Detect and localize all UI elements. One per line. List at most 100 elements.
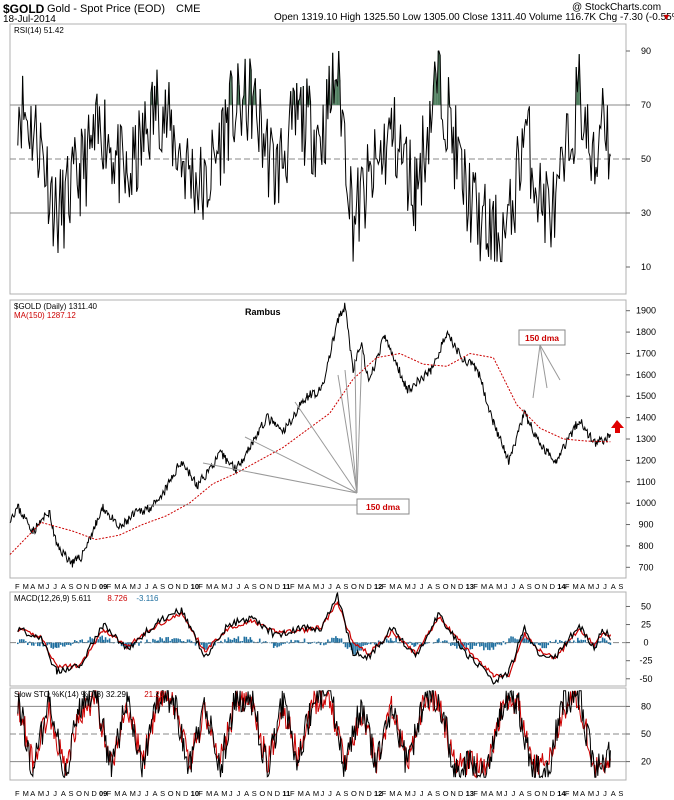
x-tick-label: F xyxy=(198,582,203,591)
x-tick-label: 11 xyxy=(282,789,290,798)
x-tick-label: A xyxy=(152,789,157,798)
x-tick-label: F xyxy=(382,789,387,798)
macd-tick-label: -25 xyxy=(639,656,652,666)
x-tick-label: J xyxy=(595,789,599,798)
x-tick-label: A xyxy=(305,789,310,798)
price-legend: MA(150) 1287.12 xyxy=(14,311,76,320)
x-tick-label: M xyxy=(496,582,502,591)
rsi-line xyxy=(17,50,611,263)
x-tick-label: D xyxy=(275,582,281,591)
x-tick-label: F xyxy=(473,582,478,591)
x-tick-label: N xyxy=(267,789,272,798)
macd-tick-label: 25 xyxy=(641,620,651,630)
x-tick-label: S xyxy=(435,582,440,591)
x-tick-label: J xyxy=(328,789,332,798)
x-tick-label: A xyxy=(244,789,249,798)
x-tick-label: A xyxy=(427,582,432,591)
x-tick-label: S xyxy=(160,789,165,798)
x-tick-label: M xyxy=(588,789,594,798)
x-tick-label: J xyxy=(511,789,515,798)
x-tick-label: F xyxy=(565,582,570,591)
x-tick-label: N xyxy=(84,789,89,798)
x-tick-label: D xyxy=(366,789,372,798)
rambus-annotation: Rambus xyxy=(245,307,281,317)
x-tick-label: M xyxy=(588,582,594,591)
price-tick-label: 900 xyxy=(638,520,653,530)
copyright: @ StockCharts.com xyxy=(572,2,662,13)
x-tick-label: M xyxy=(389,582,395,591)
x-tick-label: S xyxy=(68,582,73,591)
x-tick-label: A xyxy=(122,582,127,591)
x-tick-label: O xyxy=(76,789,82,798)
x-tick-label: F xyxy=(107,582,112,591)
price-tick-label: 1200 xyxy=(636,455,656,465)
dma-fan-line xyxy=(244,436,358,494)
x-tick-label: J xyxy=(603,582,607,591)
price-tick-label: 1500 xyxy=(636,391,656,401)
x-tick-label: N xyxy=(450,789,455,798)
x-tick-label: A xyxy=(214,582,219,591)
x-tick-label: D xyxy=(183,582,189,591)
macd-legend: 8.726 xyxy=(107,594,128,603)
x-tick-label: D xyxy=(458,789,464,798)
price-tick-label: 700 xyxy=(638,562,653,572)
x-tick-label: J xyxy=(53,789,57,798)
sto-legend: Slow STO %K(14) %D(3) 32.29 xyxy=(14,690,126,699)
x-tick-label: A xyxy=(611,582,616,591)
x-tick-label: S xyxy=(252,582,257,591)
x-tick-label: A xyxy=(489,582,494,591)
x-tick-label: 12 xyxy=(374,582,382,591)
x-tick-label: O xyxy=(168,789,174,798)
x-tick-label: M xyxy=(23,582,29,591)
x-tick-label: A xyxy=(152,582,157,591)
rsi-legend: RSI(14) 51.42 xyxy=(14,26,64,35)
date: 18-Jul-2014 xyxy=(3,14,56,25)
x-tick-label: 11 xyxy=(282,582,290,591)
rsi-tick-label: 90 xyxy=(641,46,651,56)
x-tick-label: O xyxy=(534,582,540,591)
rsi-tick-label: 50 xyxy=(641,154,651,164)
x-tick-label: A xyxy=(519,582,524,591)
dma-fan-line-upper xyxy=(539,344,548,389)
x-tick-label: J xyxy=(420,582,424,591)
x-tick-label: F xyxy=(198,789,203,798)
chart-header: $GOLD Gold - Spot Price (EOD) CME 18-Jul… xyxy=(0,0,674,25)
x-tick-label: D xyxy=(91,789,97,798)
sto-tick-label: 80 xyxy=(641,701,651,711)
price-tick-label: 1100 xyxy=(636,477,655,487)
macd-legend: -3.116 xyxy=(136,594,159,603)
x-tick-label: S xyxy=(68,789,73,798)
price-tick-label: 1600 xyxy=(636,370,656,380)
up-arrow-icon xyxy=(611,420,624,433)
x-tick-label: A xyxy=(244,582,249,591)
x-tick-label: N xyxy=(359,789,364,798)
x-tick-label: J xyxy=(603,789,607,798)
x-tick-label: M xyxy=(405,582,411,591)
x-tick-label: S xyxy=(618,789,623,798)
x-tick-label: M xyxy=(389,789,395,798)
x-tick-label: M xyxy=(573,582,579,591)
stochastic-panel: 20 50 80 Slow STO %K(14) %D(3) 32.29 21.20 xyxy=(9,687,651,781)
x-tick-label: M xyxy=(481,789,487,798)
macd-frame xyxy=(9,591,627,687)
rsi-tick-label: 10 xyxy=(641,262,651,272)
macd-legend: MACD(12,26,9) 5.611 xyxy=(14,594,92,603)
x-tick-label: 14 xyxy=(557,582,566,591)
x-tick-label: 13 xyxy=(466,789,474,798)
x-tick-label: F xyxy=(290,582,295,591)
x-tick-label: O xyxy=(443,789,449,798)
x-tick-label: 10 xyxy=(191,582,199,591)
x-tick-label: M xyxy=(298,582,304,591)
x-tick-label: A xyxy=(61,582,66,591)
instrument-name: Gold - Spot Price (EOD) xyxy=(47,3,165,15)
x-tick-label: F xyxy=(15,789,20,798)
x-tick-label: N xyxy=(542,582,547,591)
ma-150-line xyxy=(9,352,611,555)
x-tick-label: 09 xyxy=(99,789,107,798)
x-tick-label: O xyxy=(351,582,357,591)
x-axis: F M A M J J A S O N D 09 F M A M J J A S O N D 10 F M A M J J A S O N D 11 F… xyxy=(15,582,623,591)
x-tick-label: M xyxy=(496,789,502,798)
x-tick-label: O xyxy=(259,789,265,798)
x-tick-label: J xyxy=(412,582,416,591)
